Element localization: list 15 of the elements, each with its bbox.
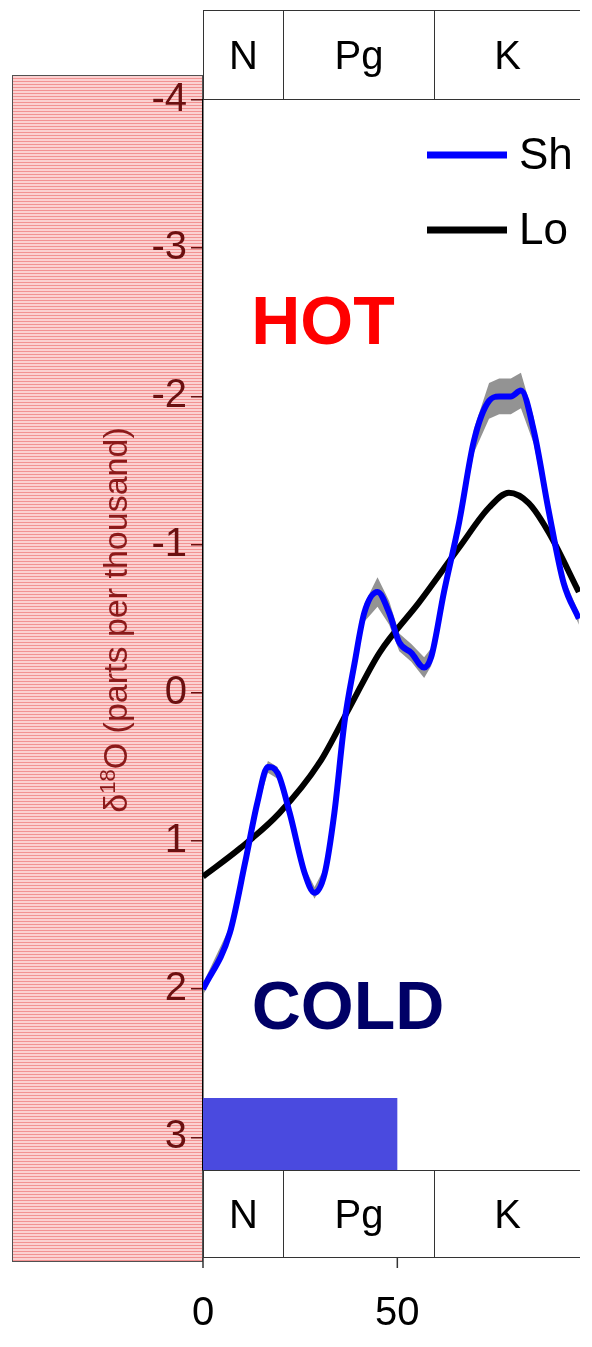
- y-tick-label: -1: [151, 519, 187, 564]
- x-tick-label: 50: [375, 1289, 420, 1334]
- legend-label: Sh: [519, 129, 573, 179]
- y-tick-label: 1: [164, 816, 187, 861]
- y-tick-label: 3: [164, 1112, 187, 1157]
- y-tick-label: -4: [151, 75, 187, 120]
- legend-label: Lo: [519, 204, 568, 254]
- y-tick-label: 0: [164, 667, 187, 712]
- period-strip: N Pg K: [203, 1170, 580, 1258]
- y-tick-label: -2: [151, 371, 187, 416]
- period-strip: N Pg K: [203, 10, 580, 100]
- annotation: HOT: [251, 281, 395, 358]
- annotation: COLD: [251, 966, 445, 1043]
- y-tick-label: -3: [151, 223, 187, 268]
- y-tick-label: 2: [164, 964, 187, 1009]
